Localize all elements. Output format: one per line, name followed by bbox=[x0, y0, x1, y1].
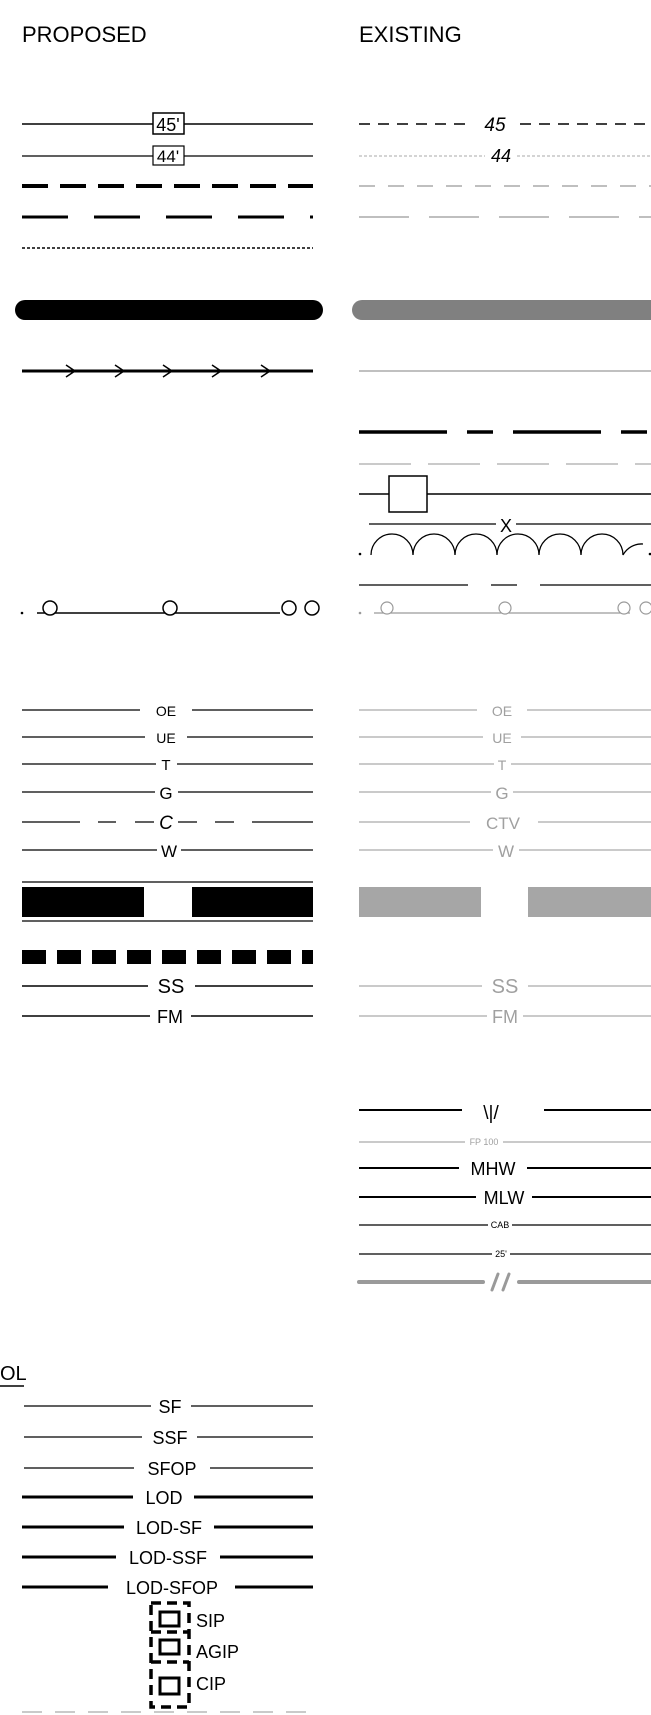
existing-overhead-electric-line: OE bbox=[359, 703, 651, 719]
existing-major-contour: 45 bbox=[359, 115, 651, 136]
proposed-force-main-line: FM bbox=[22, 1007, 313, 1027]
proposed-circle-line bbox=[20, 600, 320, 616]
agip-label: AGIP bbox=[196, 1642, 239, 1662]
proposed-g-label: G bbox=[159, 784, 172, 803]
cip-label: CIP bbox=[196, 1674, 226, 1694]
existing-tree-line bbox=[358, 533, 651, 556]
lod-sf-label: LOD-SF bbox=[136, 1518, 202, 1538]
proposed-water-line: W bbox=[22, 842, 313, 861]
existing-gas-line: G bbox=[359, 784, 651, 803]
existing-box-line bbox=[359, 475, 651, 513]
existing-sanitary-sewer-line: SS bbox=[359, 976, 651, 998]
existing-underground-electric-line: UE bbox=[359, 730, 651, 746]
existing-force-main-line: FM bbox=[359, 1007, 651, 1027]
wetland-symbol: \|/ bbox=[483, 1103, 499, 1124]
existing-mlw-line: MLW bbox=[359, 1188, 651, 1208]
proposed-ue-label: UE bbox=[156, 730, 175, 746]
silt-fence-line: SF bbox=[24, 1397, 313, 1417]
mlw-label: MLW bbox=[484, 1188, 525, 1208]
existing-g-label: G bbox=[495, 784, 508, 803]
proposed-c-label: C bbox=[159, 813, 173, 834]
existing-minor-contour-label: 44 bbox=[491, 146, 511, 166]
proposed-t-label: T bbox=[161, 757, 170, 774]
existing-minor-contour: 44 bbox=[359, 146, 651, 166]
existing-ctv-label: CTV bbox=[486, 814, 521, 833]
existing-floodplain-line: FP 100 bbox=[359, 1137, 651, 1147]
proposed-w-label: W bbox=[161, 842, 177, 861]
existing-ss-label: SS bbox=[492, 976, 519, 998]
existing-cable-tv-line: CTV bbox=[359, 814, 651, 833]
proposed-minor-contour: 44' bbox=[22, 145, 313, 166]
ssf-label: SSF bbox=[152, 1428, 187, 1448]
proposed-storm-drain-bar bbox=[22, 881, 313, 922]
proposed-major-contour-label: 45' bbox=[156, 115, 179, 135]
existing-header: EXISTING bbox=[359, 22, 462, 47]
sip-label: SIP bbox=[196, 1611, 225, 1631]
proposed-header: PROPOSED bbox=[22, 22, 147, 47]
proposed-flow-arrow-line bbox=[22, 364, 313, 378]
inlet-protection-icon bbox=[149, 1601, 191, 1709]
setback-label: 25' bbox=[495, 1249, 507, 1259]
proposed-sanitary-sewer-line: SS bbox=[22, 976, 313, 998]
existing-cab-line: CAB bbox=[359, 1220, 651, 1230]
proposed-minor-contour-label: 44' bbox=[157, 147, 179, 166]
lod-label: LOD bbox=[145, 1488, 182, 1508]
floodplain-label: FP 100 bbox=[470, 1137, 499, 1147]
proposed-gas-line: G bbox=[22, 784, 313, 803]
fence-x-mark: X bbox=[500, 516, 512, 536]
existing-circle-line bbox=[358, 601, 651, 615]
proposed-underground-electric-line: UE bbox=[22, 730, 313, 746]
mhw-label: MHW bbox=[471, 1159, 516, 1179]
proposed-fm-label: FM bbox=[157, 1007, 183, 1027]
lod-ssf-label: LOD-SSF bbox=[129, 1548, 207, 1568]
erosion-control-title-fragment: OL bbox=[0, 1363, 27, 1385]
sfop-label: SFOP bbox=[147, 1459, 196, 1479]
existing-w-label: W bbox=[498, 842, 514, 861]
proposed-overhead-electric-line: OE bbox=[22, 703, 313, 719]
existing-wetland-line: \|/ bbox=[359, 1103, 651, 1124]
existing-ue-label: UE bbox=[492, 730, 511, 746]
lod-sfop-label: LOD-SFOP bbox=[126, 1578, 218, 1598]
existing-major-contour-label: 45 bbox=[484, 115, 506, 136]
existing-break-line bbox=[357, 1272, 651, 1292]
proposed-oe-label: OE bbox=[156, 703, 176, 719]
existing-water-line: W bbox=[359, 842, 651, 861]
sf-label: SF bbox=[158, 1397, 181, 1417]
proposed-major-contour: 45' bbox=[22, 112, 313, 135]
existing-storm-drain-bar bbox=[359, 887, 651, 917]
existing-t-label: T bbox=[498, 757, 507, 773]
existing-fm-label: FM bbox=[492, 1007, 518, 1027]
lod-silt-fence-on-pavement-line: LOD-SFOP bbox=[22, 1578, 313, 1598]
existing-mhw-line: MHW bbox=[359, 1159, 651, 1179]
erosion-control-title: OL bbox=[0, 1363, 27, 1387]
super-silt-fence-line: SSF bbox=[24, 1428, 313, 1448]
existing-telephone-line: T bbox=[359, 757, 651, 773]
proposed-telephone-line: T bbox=[22, 757, 313, 774]
lod-super-silt-fence-line: LOD-SSF bbox=[22, 1548, 313, 1568]
limit-of-disturbance-line: LOD bbox=[22, 1488, 313, 1508]
silt-fence-on-pavement-line: SFOP bbox=[24, 1459, 313, 1479]
existing-setback-line: 25' bbox=[359, 1249, 651, 1259]
proposed-cable-line: C bbox=[22, 813, 313, 834]
existing-fence-line: X bbox=[369, 516, 651, 536]
existing-oe-label: OE bbox=[492, 703, 512, 719]
lod-silt-fence-line: LOD-SF bbox=[22, 1518, 313, 1538]
cab-label: CAB bbox=[491, 1220, 510, 1230]
proposed-ss-label: SS bbox=[158, 976, 185, 998]
